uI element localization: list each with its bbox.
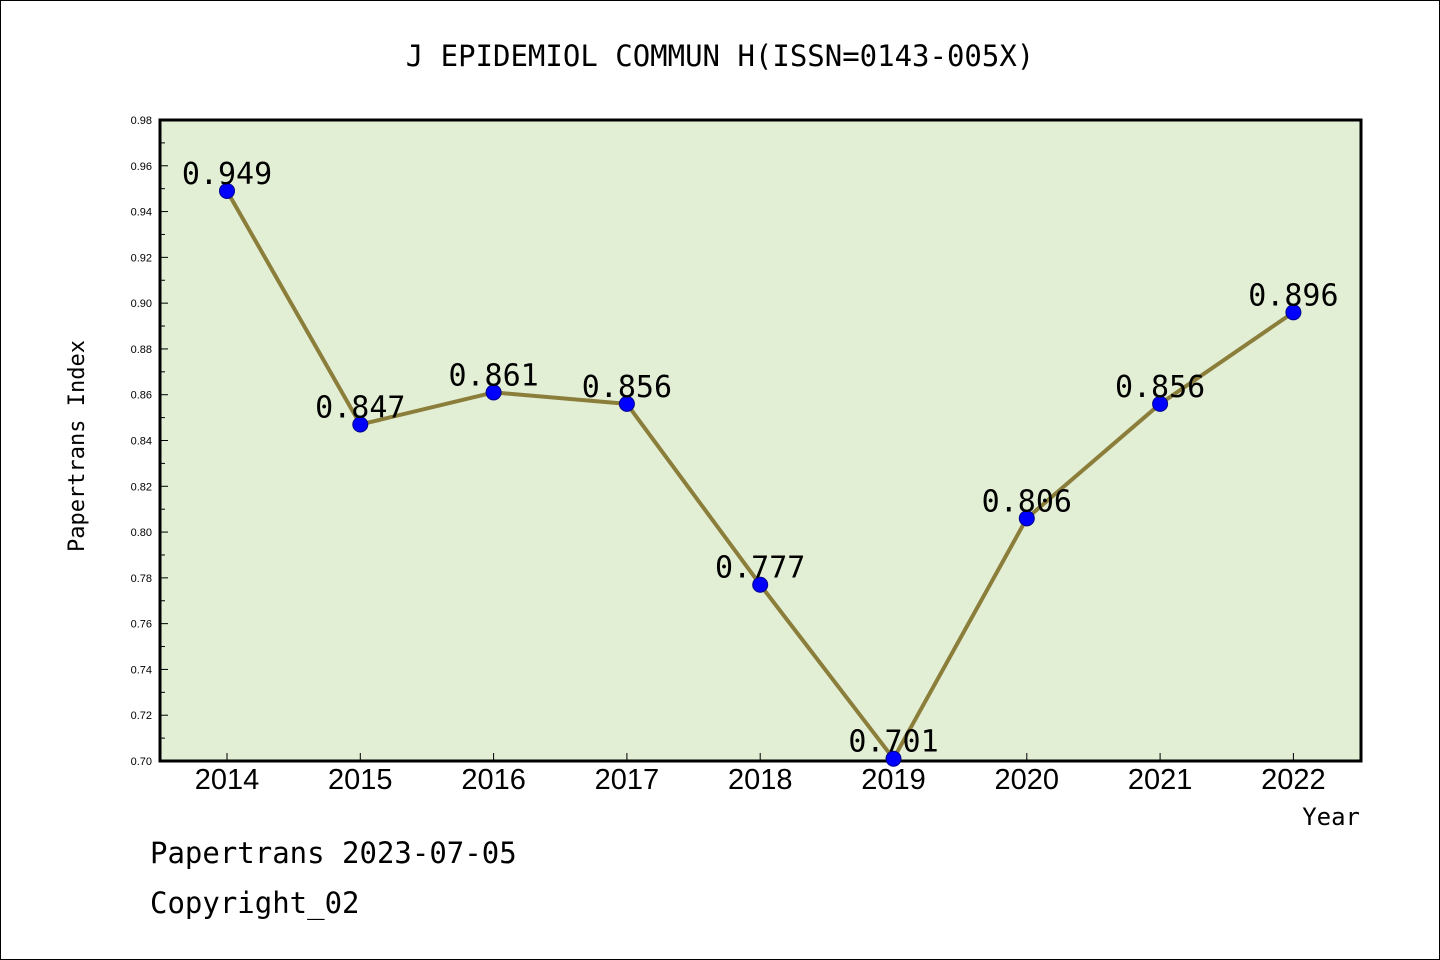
y-tick-label: 0.88 [131, 344, 152, 356]
y-axis: 0.70 0.72 0.74 0.76 0.78 0.80 0.82 0.84 0.86 0.88… [131, 115, 168, 768]
x-tick-label: 2021 [1128, 764, 1193, 796]
footer-copyright: Copyright_02 [150, 886, 360, 920]
plot-area [158, 118, 1363, 763]
data-label: 0.856 [582, 370, 672, 405]
data-point [219, 182, 235, 199]
chart-title: J EPIDEMIOL COMMUN H(ISSN=0143-005X) [406, 39, 1035, 73]
y-tick-label: 0.90 [131, 298, 152, 310]
data-label: 0.949 [182, 157, 272, 192]
data-labels: 0.949 0.847 0.861 0.856 0.777 0.701 0.806 0.856… [182, 157, 1339, 760]
x-axis-label: Year [1302, 803, 1360, 831]
y-tick-label: 0.70 [131, 756, 152, 768]
data-label: 0.701 [848, 725, 938, 760]
y-tick-label: 0.74 [131, 664, 152, 676]
data-point [1018, 510, 1035, 527]
data-label: 0.777 [715, 551, 805, 586]
y-tick-label: 0.92 [131, 252, 152, 264]
y-tick-label: 0.86 [131, 390, 152, 402]
x-tick-label: 2017 [595, 764, 660, 796]
y-tick-label: 0.76 [131, 619, 152, 631]
x-tick-label: 2015 [328, 764, 393, 796]
data-points [219, 182, 1302, 767]
data-point [352, 416, 369, 433]
x-tick-label: 2019 [861, 764, 926, 796]
data-point [885, 750, 902, 767]
y-tick-label: 0.80 [131, 527, 152, 539]
data-point [1152, 395, 1169, 412]
data-point [1285, 304, 1302, 321]
x-axis: 2014 2015 2016 2017 2018 2019 2020 2021 2022 [195, 753, 1326, 796]
data-label: 0.856 [1115, 370, 1205, 405]
data-point [618, 395, 635, 412]
y-tick-label: 0.84 [131, 436, 152, 448]
data-label: 0.847 [315, 390, 405, 425]
x-tick-label: 2022 [1261, 764, 1326, 796]
x-tick-label: 2014 [195, 764, 260, 796]
data-label: 0.806 [982, 484, 1072, 519]
x-tick-label: 2016 [461, 764, 526, 796]
data-point [752, 576, 769, 593]
x-tick-label: 2020 [995, 764, 1060, 796]
y-axis-label: Papertrans Index [65, 340, 90, 552]
y-tick-label: 0.82 [131, 481, 152, 493]
footer-date: Papertrans 2023-07-05 [150, 836, 517, 870]
data-label: 0.896 [1248, 278, 1338, 313]
y-tick-label: 0.98 [131, 115, 152, 127]
data-label: 0.861 [448, 358, 538, 393]
data-point [485, 384, 502, 401]
x-tick-label: 2018 [728, 764, 793, 796]
y-tick-label: 0.94 [131, 207, 152, 219]
y-tick-label: 0.72 [131, 710, 152, 722]
y-tick-label: 0.96 [131, 161, 152, 173]
y-tick-label: 0.78 [131, 573, 152, 585]
